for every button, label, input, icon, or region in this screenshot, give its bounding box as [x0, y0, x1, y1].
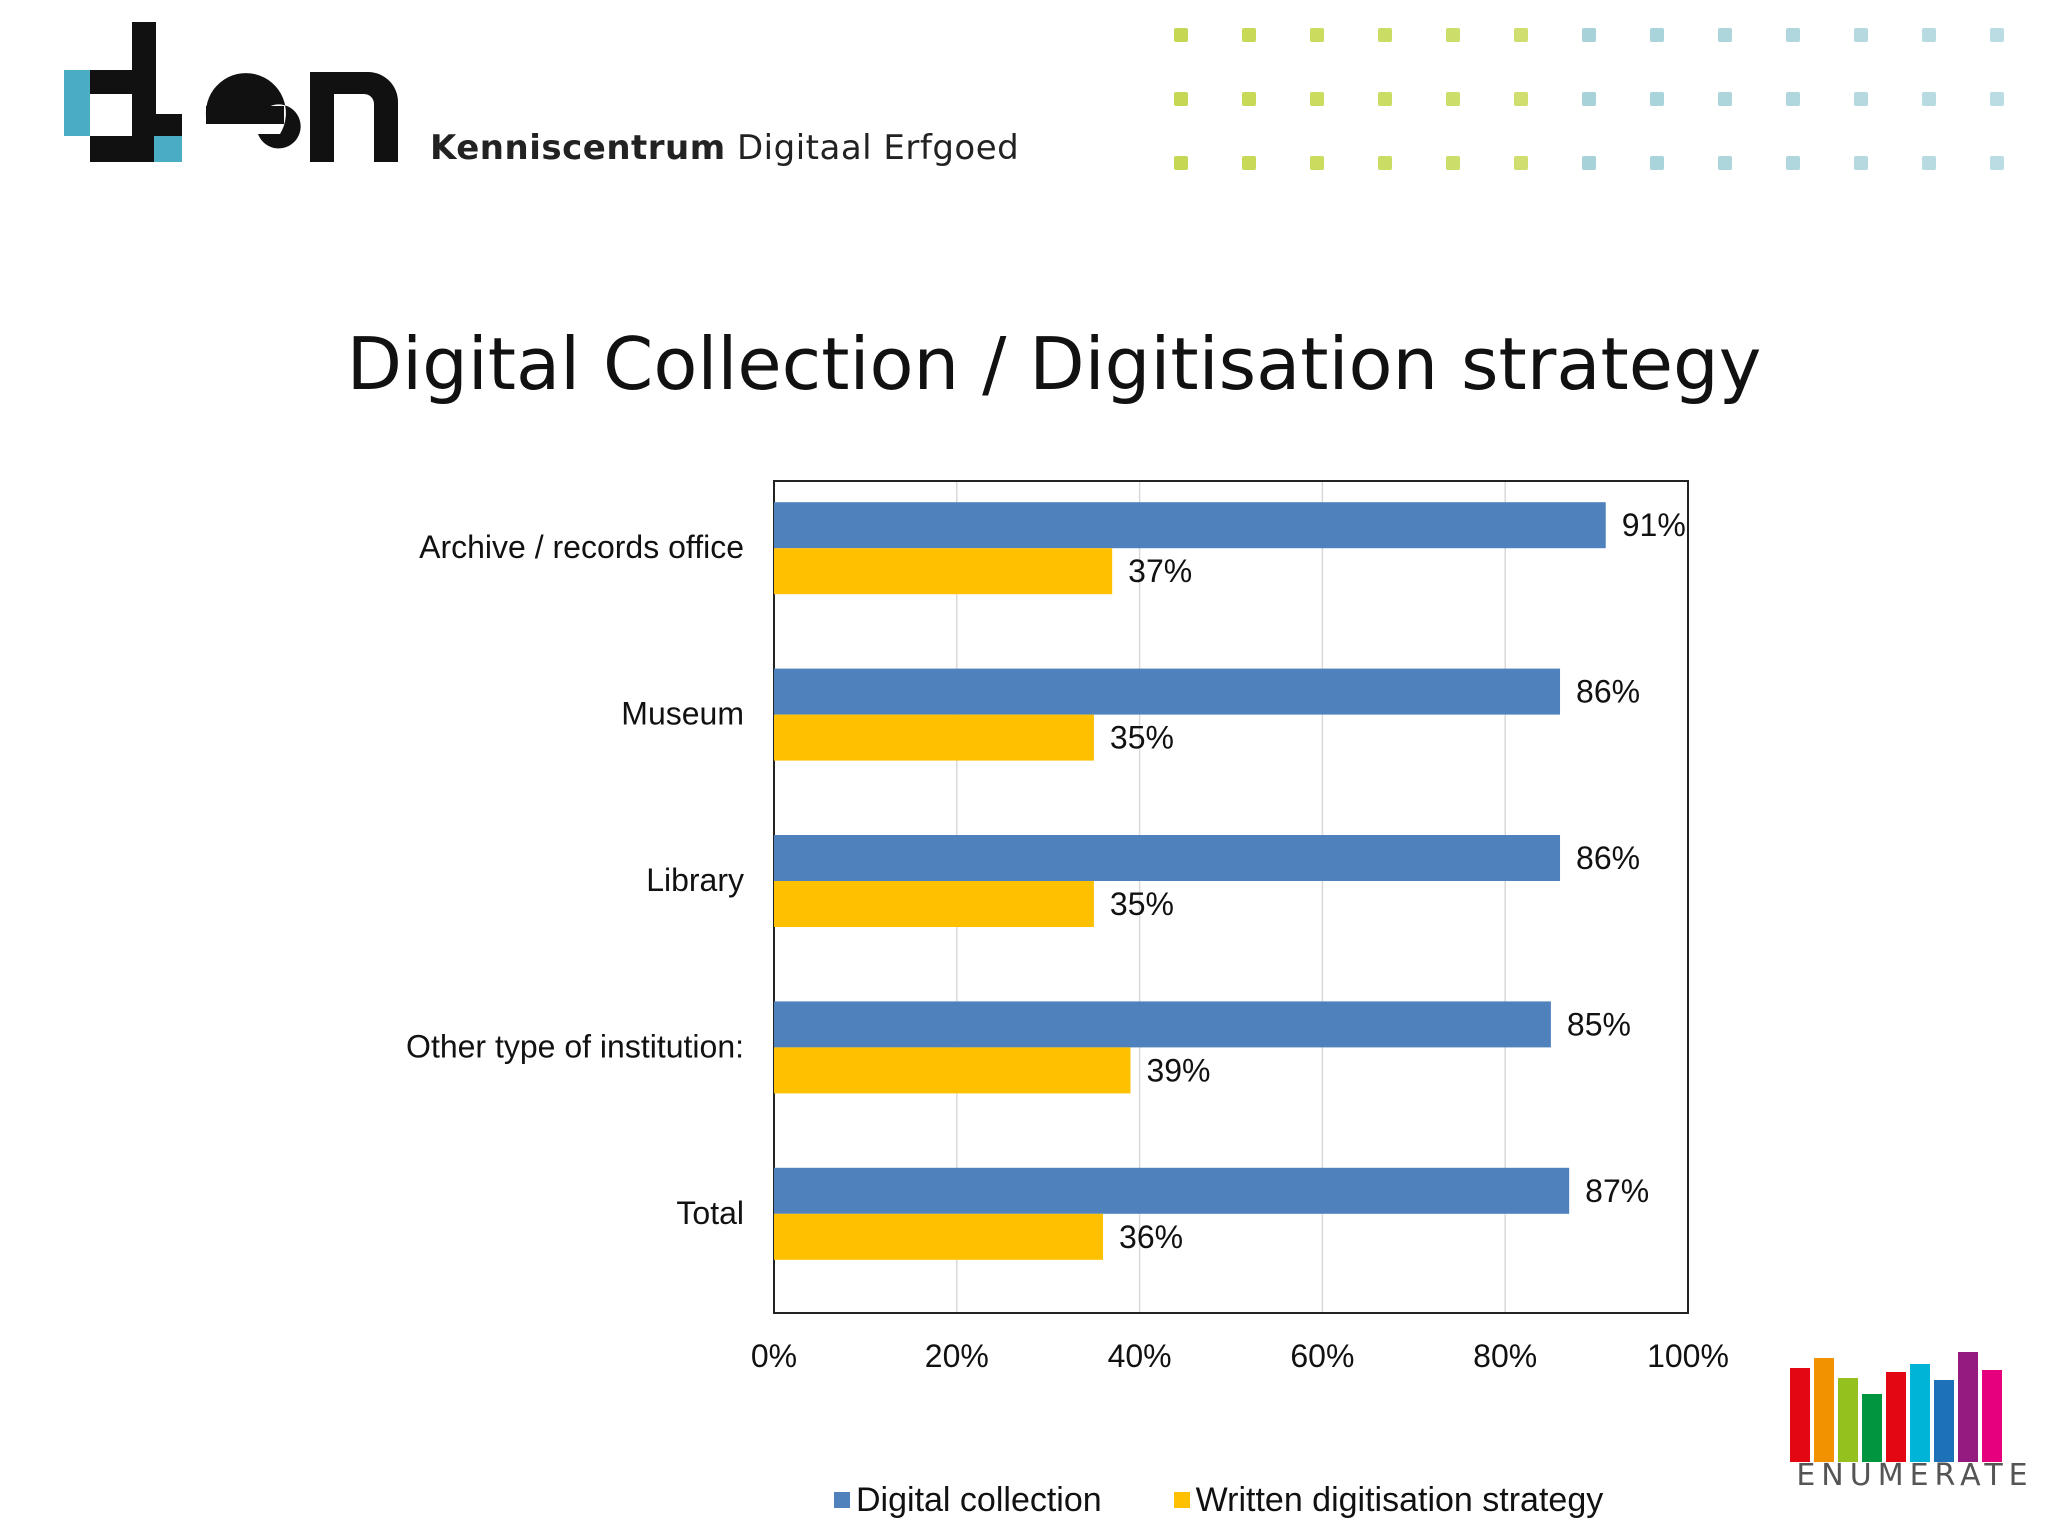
data-label: 87% [1585, 1173, 1649, 1209]
x-tick-label: 40% [1108, 1338, 1172, 1374]
pattern-dot [1786, 156, 1800, 170]
bar-written-strategy [774, 1213, 1104, 1260]
data-label: 86% [1576, 674, 1640, 710]
pattern-dot [1514, 92, 1528, 106]
den-subtitle-bold: Kenniscentrum [430, 128, 726, 168]
legend-item-strategy: Written digitisation strategy [1173, 1480, 1604, 1520]
category-label: Archive / records office [419, 529, 744, 565]
x-tick-label: 0% [751, 1338, 797, 1374]
bar-written-strategy [774, 714, 1094, 761]
pattern-dot [1650, 156, 1664, 170]
legend-label-digital: Digital collection [856, 1480, 1102, 1519]
data-label: 35% [1110, 886, 1174, 922]
category-label: Library [646, 862, 744, 898]
pattern-dot [1446, 28, 1460, 42]
legend-label-strategy: Written digitisation strategy [1195, 1480, 1604, 1519]
pattern-dot [1854, 92, 1868, 106]
den-subtitle-rest: Digitaal Erfgoed [737, 128, 1020, 168]
pattern-dot [1582, 92, 1596, 106]
pattern-dot [1378, 28, 1392, 42]
chart-legend: Digital collection Written digitisation … [834, 1478, 1603, 1522]
bar-digital-collection [774, 1001, 1551, 1048]
pattern-dot [1514, 156, 1528, 170]
x-tick-label: 60% [1290, 1338, 1354, 1374]
x-tick-label: 20% [925, 1338, 989, 1374]
pattern-dot [1582, 156, 1596, 170]
bar-digital-collection [774, 1167, 1570, 1214]
pattern-dot [1446, 156, 1460, 170]
legend-item-digital: Digital collection [834, 1481, 1102, 1520]
pattern-dot [1378, 156, 1392, 170]
pattern-dot [1990, 92, 2004, 106]
pattern-dot [1310, 156, 1324, 170]
data-label: 86% [1576, 840, 1640, 876]
pattern-dot [1174, 28, 1188, 42]
pattern-dot [1990, 156, 2004, 170]
bar-written-strategy [774, 881, 1094, 927]
data-label: 85% [1567, 1006, 1631, 1042]
bar-digital-collection [774, 668, 1561, 715]
data-label: 37% [1128, 553, 1192, 589]
bar-digital-collection [774, 502, 1606, 549]
legend-swatch-digital [834, 1492, 850, 1508]
x-tick-label: 80% [1473, 1338, 1537, 1374]
pattern-dot [1514, 28, 1528, 42]
pattern-dot [1378, 92, 1392, 106]
category-label: Other type of institution: [406, 1028, 744, 1064]
pattern-dot [1310, 92, 1324, 106]
pattern-dot [1582, 28, 1596, 42]
legend-swatch-strategy [1173, 1492, 1190, 1508]
pattern-dot [1922, 156, 1936, 170]
slide-title: Digital Collection / Digitisation strate… [346, 322, 1762, 406]
bar-written-strategy [774, 548, 1113, 595]
pattern-dot [1922, 28, 1936, 42]
pattern-dot [1854, 28, 1868, 42]
pattern-dot [1718, 156, 1732, 170]
category-label: Total [676, 1195, 744, 1231]
pattern-dot [1174, 92, 1188, 106]
pattern-dot [1650, 28, 1664, 42]
pattern-dot [1310, 28, 1324, 42]
pattern-dot [1786, 28, 1800, 42]
data-label: 35% [1110, 720, 1174, 756]
pattern-dot [1786, 92, 1800, 106]
pattern-dot [1854, 156, 1868, 170]
pattern-dot [1718, 92, 1732, 106]
pattern-dot [1922, 92, 1936, 106]
pattern-dot [1242, 92, 1256, 106]
data-label: 39% [1146, 1052, 1210, 1088]
pattern-dot [1650, 92, 1664, 106]
pattern-dot [1242, 28, 1256, 42]
pattern-dot [1242, 156, 1256, 170]
den-subtitle: Kenniscentrum Digitaal Erfgoed [430, 128, 1019, 168]
bar-digital-collection [774, 835, 1561, 881]
pattern-dot [1718, 28, 1732, 42]
data-label: 91% [1622, 507, 1686, 543]
den-logo [64, 22, 398, 162]
x-tick-label: 100% [1647, 1338, 1729, 1374]
bar-written-strategy [774, 1047, 1131, 1094]
pattern-dot [1990, 28, 2004, 42]
category-label: Museum [621, 696, 744, 732]
pattern-dot [1446, 92, 1460, 106]
enumerate-logo-text: ENUMERATE [1796, 1458, 2034, 1493]
dot-pattern-decoration [1174, 28, 2004, 170]
enumerate-logo [1790, 1352, 2002, 1462]
pattern-dot [1174, 156, 1188, 170]
data-label: 36% [1119, 1219, 1183, 1255]
